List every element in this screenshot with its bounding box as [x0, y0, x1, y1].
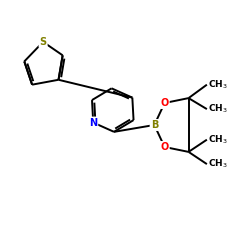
Text: S: S [40, 37, 47, 47]
Text: CH$_3$: CH$_3$ [208, 134, 228, 146]
Text: B: B [151, 120, 158, 130]
Text: CH$_3$: CH$_3$ [208, 103, 228, 115]
Text: CH$_3$: CH$_3$ [208, 158, 228, 170]
Text: N: N [89, 118, 97, 128]
Text: O: O [160, 142, 169, 152]
Text: CH$_3$: CH$_3$ [208, 78, 228, 91]
Text: O: O [160, 98, 169, 108]
